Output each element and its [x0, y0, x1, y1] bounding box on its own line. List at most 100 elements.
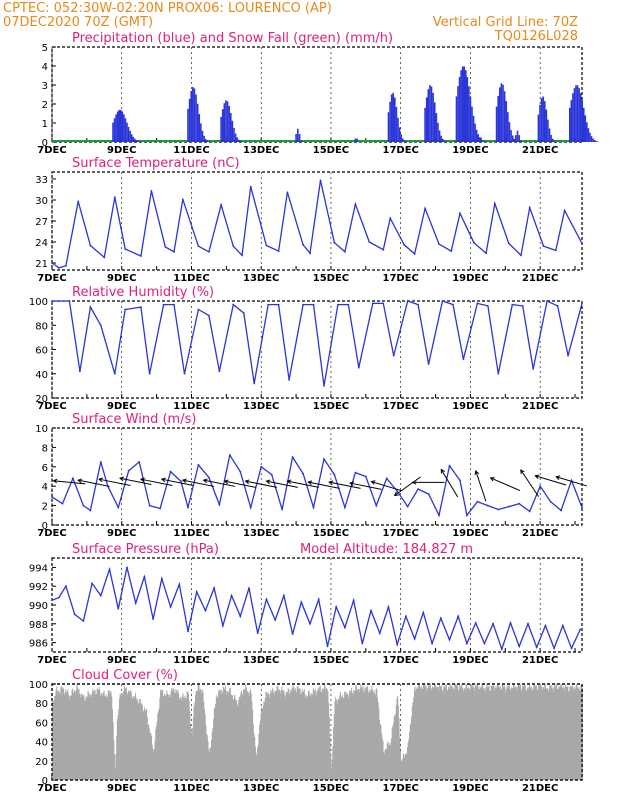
- data-point: [561, 624, 564, 627]
- cloud-bar: [222, 691, 224, 780]
- cloud-bar: [80, 694, 82, 780]
- cloud-bar: [386, 749, 388, 780]
- cloud-bar: [72, 688, 74, 780]
- cloud-bar: [162, 696, 164, 780]
- cloud-bar: [247, 692, 249, 780]
- data-point: [312, 506, 315, 509]
- data-point: [424, 207, 426, 210]
- x-tick-label: 9DEC: [107, 145, 136, 156]
- cloud-bar: [253, 732, 255, 780]
- data-point: [302, 472, 304, 475]
- cloud-bar: [402, 759, 404, 780]
- data-point: [220, 204, 223, 206]
- cloud-bar: [540, 686, 542, 780]
- cloud-bar: [443, 686, 445, 780]
- data-point: [124, 248, 127, 250]
- precip-bar: [208, 141, 210, 142]
- cloud-bar: [288, 689, 290, 780]
- cloud-bar: [206, 733, 208, 780]
- cloud-bar: [58, 690, 60, 780]
- cloud-bar: [388, 744, 390, 780]
- cloud-bar: [346, 694, 348, 780]
- cloud-bar: [459, 684, 461, 780]
- cloud-bar: [132, 697, 134, 780]
- cloud-bar: [131, 698, 133, 780]
- data-point: [378, 632, 381, 635]
- data-point: [439, 617, 442, 620]
- precip-bar: [480, 137, 482, 142]
- cloud-bar: [153, 751, 155, 780]
- precip-bar: [387, 112, 390, 142]
- data-point: [241, 254, 243, 257]
- precip-bar: [400, 134, 402, 142]
- cloud-bar: [524, 684, 526, 780]
- x-tick-label: 15DEC: [313, 655, 349, 666]
- cloud-bar: [526, 690, 528, 780]
- cloud-bar: [264, 698, 266, 780]
- cloud-bar: [385, 748, 387, 780]
- cloud-bar: [257, 747, 259, 780]
- cloud-bar: [406, 754, 408, 780]
- cloud-bar: [409, 732, 411, 780]
- cloud-bar: [374, 694, 376, 780]
- wind-arrowhead: [77, 478, 83, 484]
- data-point: [160, 577, 163, 580]
- cloud-bar: [275, 691, 277, 780]
- cloud-bar: [90, 695, 92, 780]
- precip-bar: [201, 130, 204, 142]
- wind-arrowhead: [139, 477, 145, 483]
- precip-bar: [300, 140, 303, 142]
- cloud-bar: [496, 684, 498, 780]
- cloud-bar: [566, 686, 568, 780]
- data-point: [452, 303, 454, 306]
- cloud-bar: [406, 747, 408, 780]
- cloud-bar: [193, 705, 195, 780]
- cloud-bar: [562, 686, 564, 780]
- cloud-bar: [310, 693, 312, 780]
- data-point: [438, 514, 440, 517]
- cloud-bar: [521, 690, 523, 780]
- data-point: [78, 370, 81, 373]
- data-point: [300, 601, 303, 604]
- cloud-bar: [68, 694, 70, 780]
- cloud-bar: [448, 686, 450, 780]
- x-tick-label: 19DEC: [452, 145, 488, 156]
- data-point: [148, 504, 151, 507]
- cloud-bar: [487, 687, 489, 780]
- cloud-bar: [133, 698, 135, 780]
- cloud-bar: [545, 684, 547, 780]
- precip-bar: [477, 134, 479, 142]
- x-tick-label: 7DEC: [37, 273, 66, 284]
- cloud-bar: [338, 699, 340, 780]
- cloud-bar: [577, 688, 579, 780]
- x-tick-label: 7DEC: [37, 655, 66, 666]
- cloud-bar: [152, 748, 154, 780]
- cloud-bar: [328, 717, 330, 780]
- cloud-bar: [180, 697, 182, 780]
- cloud-bar: [93, 691, 95, 780]
- precip-bar: [200, 123, 202, 142]
- cloud-bar: [396, 698, 398, 780]
- cloud-bar: [401, 761, 403, 780]
- cloud-bar: [151, 744, 153, 780]
- cloud-bar: [155, 725, 157, 780]
- data-point: [221, 624, 224, 627]
- data-point: [417, 303, 420, 306]
- cloud-bar: [108, 690, 110, 780]
- cloud-bar: [181, 700, 183, 780]
- cloud-bar: [76, 684, 78, 780]
- precip-bar: [225, 100, 227, 142]
- cloud-bar: [326, 688, 328, 780]
- cloud-bar: [570, 686, 572, 780]
- data-point: [108, 568, 111, 571]
- precip-bar: [590, 136, 593, 142]
- cloud-bar: [70, 695, 72, 780]
- cloud-bar: [88, 696, 90, 780]
- cloud-bar: [519, 685, 521, 780]
- cloud-bar: [450, 685, 452, 780]
- cloud-bar: [140, 703, 142, 780]
- data-point: [51, 495, 53, 498]
- cloud-bar: [258, 733, 260, 780]
- cloud-bar: [174, 693, 176, 780]
- cloud-bar: [531, 689, 533, 780]
